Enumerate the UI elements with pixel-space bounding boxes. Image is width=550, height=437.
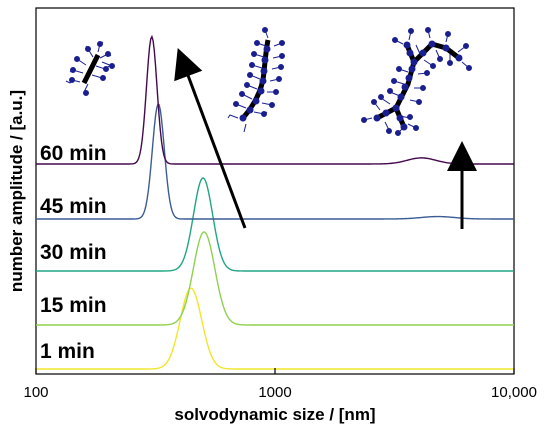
series-line-1-min xyxy=(36,287,514,370)
series-label: 1 min xyxy=(40,340,95,363)
long-brush-illustration xyxy=(227,27,285,133)
x-axis-title: solvodynamic size / [nm] xyxy=(174,405,375,424)
series-layer xyxy=(36,34,514,370)
plot-frame xyxy=(35,7,515,375)
series-label-layer: 1 min 15 min 30 min 45 min 60 min xyxy=(40,142,107,363)
shift-arrow xyxy=(174,47,247,229)
series-label: 45 min xyxy=(40,195,107,218)
series-line-60-min xyxy=(36,34,514,165)
aggregate-brush-illustration xyxy=(361,27,472,136)
x-tick-layer: 100 1000 10,000 xyxy=(23,368,537,401)
series-line-30-min xyxy=(36,177,514,272)
series-line-45-min xyxy=(36,103,514,220)
y-axis-title: number amplitude / [a.u.] xyxy=(7,90,26,292)
x-tick-label: 10,000 xyxy=(491,384,537,401)
series-label: 60 min xyxy=(40,142,107,165)
series-label: 15 min xyxy=(40,294,107,317)
x-tick-label: 1000 xyxy=(258,384,291,401)
x-tick-label: 100 xyxy=(23,384,48,401)
series-label: 30 min xyxy=(40,241,107,264)
series-line-15-min xyxy=(36,231,514,326)
short-brush-illustration xyxy=(65,41,115,96)
